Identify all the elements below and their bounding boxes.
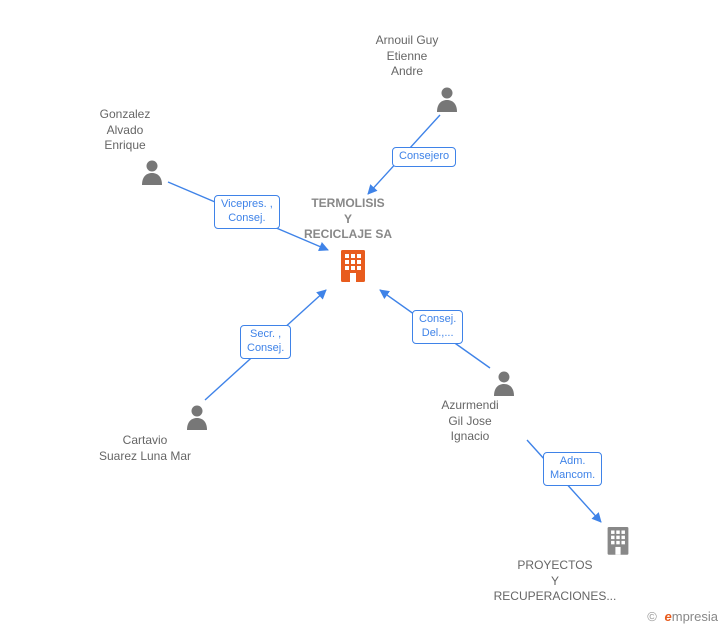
person-label: Cartavio Suarez Luna Mar <box>90 433 200 464</box>
building-icon <box>605 525 631 560</box>
edge-label: Vicepres. , Consej. <box>214 195 280 229</box>
person-label: Gonzalez Alvado Enrique <box>90 107 160 154</box>
person-icon <box>435 86 459 117</box>
edge-label: Consej. Del.,... <box>412 310 463 344</box>
center-company-label: TERMOLISIS Y RECICLAJE SA <box>302 196 394 243</box>
edge-label: Secr. , Consej. <box>240 325 291 359</box>
brand-rest: mpresia <box>672 609 718 624</box>
watermark: © empresia <box>647 609 718 624</box>
person-icon <box>185 404 209 435</box>
person-icon <box>492 370 516 401</box>
person-label: Arnouil Guy Etienne Andre <box>367 33 447 80</box>
edge-label: Consejero <box>392 147 456 167</box>
building-icon <box>338 248 368 287</box>
copyright-symbol: © <box>647 609 657 624</box>
person-icon <box>140 159 164 190</box>
person-label: Azurmendi Gil Jose Ignacio <box>435 398 505 445</box>
diagram-canvas: TERMOLISIS Y RECICLAJE SA Gonzalez Alvad… <box>0 0 728 630</box>
edge-label: Adm. Mancom. <box>543 452 602 486</box>
brand-e: e <box>665 609 672 624</box>
company-label: PROYECTOS Y RECUPERACIONES... <box>485 558 625 605</box>
